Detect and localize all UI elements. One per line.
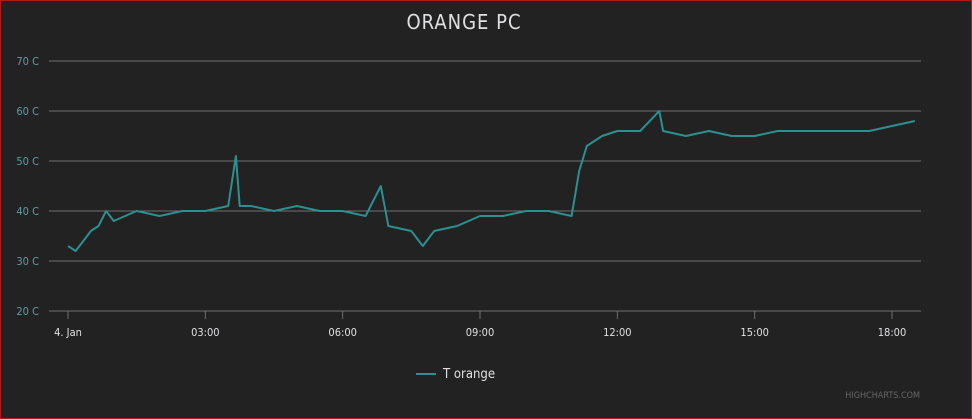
y-tick-label: 70 C: [16, 55, 39, 68]
x-tick-label: 15:00: [740, 326, 769, 339]
grid-lines: [49, 60, 921, 312]
legend[interactable]: T orange: [416, 367, 495, 382]
y-tick-label: 50 C: [16, 155, 39, 168]
chart-title: ORANGE PC: [406, 10, 521, 34]
x-tick-label: 06:00: [328, 326, 357, 339]
x-tick-label: 03:00: [191, 326, 220, 339]
x-tick-label: 09:00: [466, 326, 495, 339]
series-line-t-orange[interactable]: [67, 110, 916, 252]
y-tick-label: 60 C: [16, 105, 39, 118]
legend-item-t-orange[interactable]: T orange: [442, 367, 495, 382]
y-tick-label: 20 C: [16, 305, 39, 318]
y-axis-labels: 20 C 30 C 40 C 50 C 60 C 70 C: [16, 55, 39, 318]
x-tick-label: 18:00: [878, 326, 907, 339]
y-tick-label: 30 C: [16, 255, 39, 268]
y-tick-label: 40 C: [16, 205, 39, 218]
x-axis: 4. Jan 03:00 06:00 09:00 12:00 15:00 18:00: [54, 311, 906, 339]
x-tick-label: 4. Jan: [54, 326, 82, 339]
x-tick-label: 12:00: [603, 326, 632, 339]
credits-label[interactable]: HIGHCHARTS.COM: [845, 391, 920, 401]
series-group: [67, 110, 916, 252]
